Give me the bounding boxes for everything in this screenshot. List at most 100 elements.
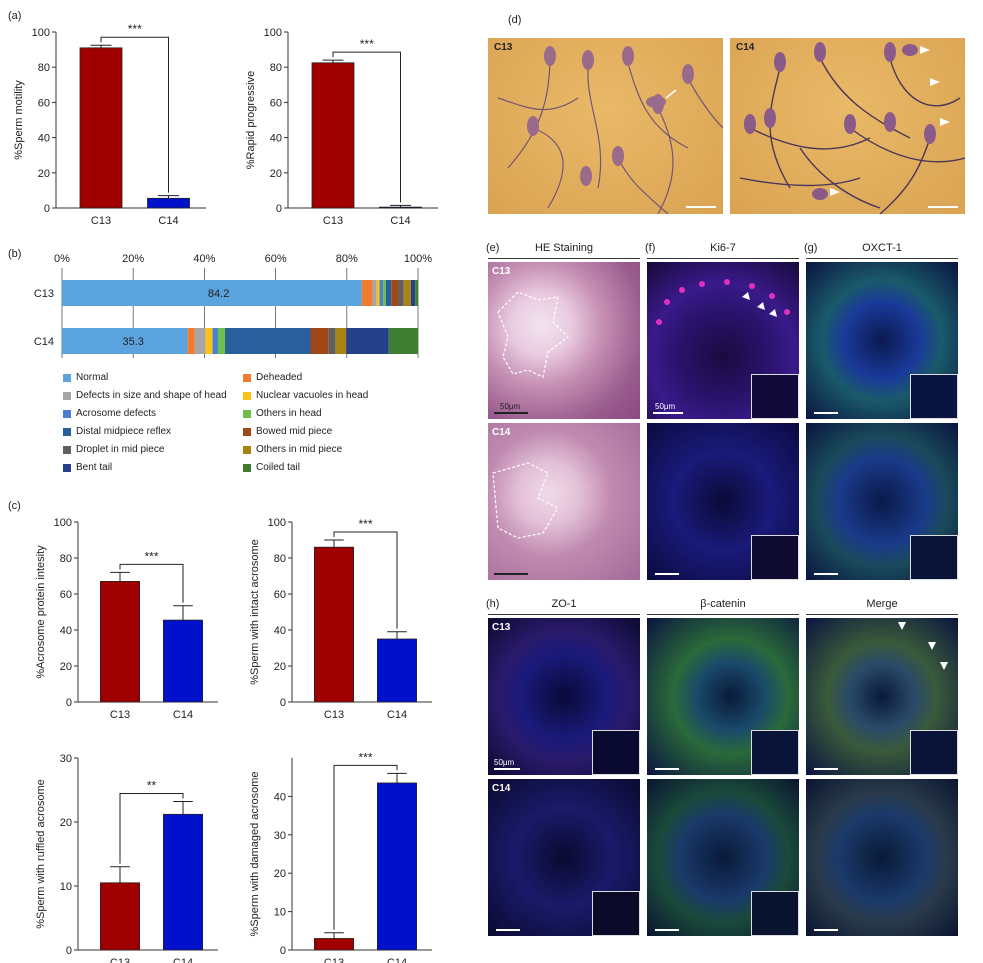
- scale-bar-label: 50μm: [494, 758, 515, 767]
- segment-8: [328, 328, 336, 354]
- divider: [488, 258, 640, 259]
- y-tick-label: 20: [274, 661, 286, 673]
- y-tick-label: 10: [60, 881, 72, 893]
- legend-swatch: [243, 409, 251, 418]
- panel-e-title: HE Staining: [534, 242, 594, 254]
- segment-6: [225, 328, 311, 354]
- segment-9: [403, 280, 411, 306]
- panel-d-letter: (d): [508, 14, 522, 26]
- inset-control: [751, 374, 799, 419]
- h-label-c14: C14: [492, 783, 511, 794]
- significance-bracket: [333, 764, 398, 930]
- x-tick-label: 60%: [265, 253, 287, 265]
- legend-label: Defects in size and shape of head: [76, 390, 227, 401]
- segment-1: [361, 280, 373, 306]
- legend-item: Droplet in mid piece: [63, 444, 164, 455]
- x-tick-label: C13: [324, 957, 344, 963]
- legend-item: Acrosome defects: [63, 408, 156, 419]
- x-tick-label: C14: [173, 709, 193, 721]
- x-tick-label: C13: [324, 709, 344, 721]
- y-tick-label: 40: [274, 625, 286, 637]
- legend-swatch: [63, 427, 71, 436]
- legend-swatch: [243, 373, 251, 382]
- sperm-illustration: [739, 42, 965, 214]
- y-axis-label: %Rapid progressive: [245, 71, 257, 169]
- segment-10: [410, 280, 416, 306]
- y-axis-label: %Sperm with intact acrosome: [249, 539, 261, 685]
- significance-label: ***: [128, 22, 142, 36]
- panel-h-title-merge: Merge: [866, 598, 898, 610]
- legend-item: Defects in size and shape of head: [63, 390, 227, 401]
- segment-3: [205, 328, 213, 354]
- y-tick-label: 40: [38, 133, 50, 145]
- segment-8: [398, 280, 404, 306]
- y-tick-label: 20: [60, 817, 72, 829]
- legend-label: Acrosome defects: [76, 408, 157, 419]
- divider: [647, 614, 799, 615]
- he-label-c13: C13: [492, 266, 511, 277]
- legend-item: Nuclear vacuoles in head: [243, 390, 368, 401]
- segment-1: [187, 328, 195, 354]
- legend-item: Normal: [63, 372, 108, 383]
- merge-stain-c14: [806, 779, 958, 936]
- panel-a-letter: (a): [8, 10, 22, 22]
- legend-swatch: [63, 391, 71, 400]
- scale-bar: [655, 929, 679, 931]
- x-tick-label: 40%: [193, 253, 215, 265]
- x-tick-label: 100%: [404, 253, 432, 265]
- y-tick-label: 40: [60, 625, 72, 637]
- y-tick-label: 30: [274, 830, 286, 842]
- panel-f-letter: (f): [645, 242, 656, 254]
- segment-2: [194, 328, 206, 354]
- scale-bar: [653, 412, 683, 414]
- y-tick-label: 100: [264, 27, 282, 39]
- y-tick-label: 60: [270, 97, 282, 109]
- bar-c13: [311, 62, 355, 209]
- chart-intact-acrosome: 0 20 40 60 80 100 %Sperm with intact acrosome C…: [249, 517, 432, 721]
- bar-c14: [376, 782, 417, 951]
- y-tick-label: 20: [38, 168, 50, 180]
- legend-swatch: [63, 463, 71, 472]
- zo1-stain-c14: C14: [488, 779, 640, 936]
- sperm-illustration: [497, 46, 723, 214]
- y-tick-label: 20: [274, 868, 286, 880]
- significance-label: ***: [144, 549, 158, 563]
- y-tick-label: 60: [38, 97, 50, 109]
- panel-e-letter: (e): [486, 242, 500, 254]
- significance-bracket: [333, 531, 398, 629]
- sperm-image-c13: C13: [488, 38, 723, 214]
- y-tick-label: 100: [54, 517, 72, 529]
- y-tick-label: 60: [60, 589, 72, 601]
- panel-b-letter: (b): [8, 248, 22, 260]
- inset-control: [910, 374, 958, 419]
- y-tick-label: 20: [60, 661, 72, 673]
- bar-c13: [100, 581, 141, 703]
- y-tick-label: 30: [60, 753, 72, 765]
- segment-2: [372, 280, 377, 306]
- legend-item: Others in mid piece: [243, 444, 342, 455]
- he-stain-c13: C13 50μm: [488, 262, 640, 419]
- bar-c14: [162, 813, 203, 951]
- sperm-image-c14: C14: [730, 38, 965, 214]
- y-tick-label: 80: [270, 62, 282, 74]
- segment-0: [62, 280, 362, 306]
- chart-ruffled-acrosome: 0 10 20 30 %Sperm with ruffled acrosome C13 C1…: [35, 753, 218, 963]
- y-axis-label: %Sperm with damaged acrosome: [249, 771, 261, 936]
- x-tick-label: C14: [173, 957, 193, 963]
- y-tick-label: 80: [60, 553, 72, 565]
- y-tick-label: 20: [270, 168, 282, 180]
- chart-sperm-motility: 0 20 40 60 80 100 %Sperm motility C13 C14 ***: [13, 22, 206, 227]
- bar-c14: [379, 206, 422, 209]
- legend-swatch: [63, 373, 71, 382]
- inset-control: [592, 730, 640, 775]
- y-axis-label: %Sperm with ruffled acrosome: [35, 779, 47, 929]
- legend-swatch: [243, 427, 251, 436]
- panel-h-title-zo1: ZO-1: [551, 598, 577, 610]
- legend-label: Droplet in mid piece: [76, 444, 165, 455]
- panel-g-letter: (g): [804, 242, 818, 254]
- chart-damaged-acrosome: 0 10 20 30 40 %Sperm with damaged acrosome C13…: [249, 750, 432, 963]
- y-tick-label: 60: [274, 589, 286, 601]
- legend-label: Distal midpiece reflex: [76, 426, 172, 437]
- y-tick-label: 80: [38, 62, 50, 74]
- row-label: C14: [34, 336, 54, 348]
